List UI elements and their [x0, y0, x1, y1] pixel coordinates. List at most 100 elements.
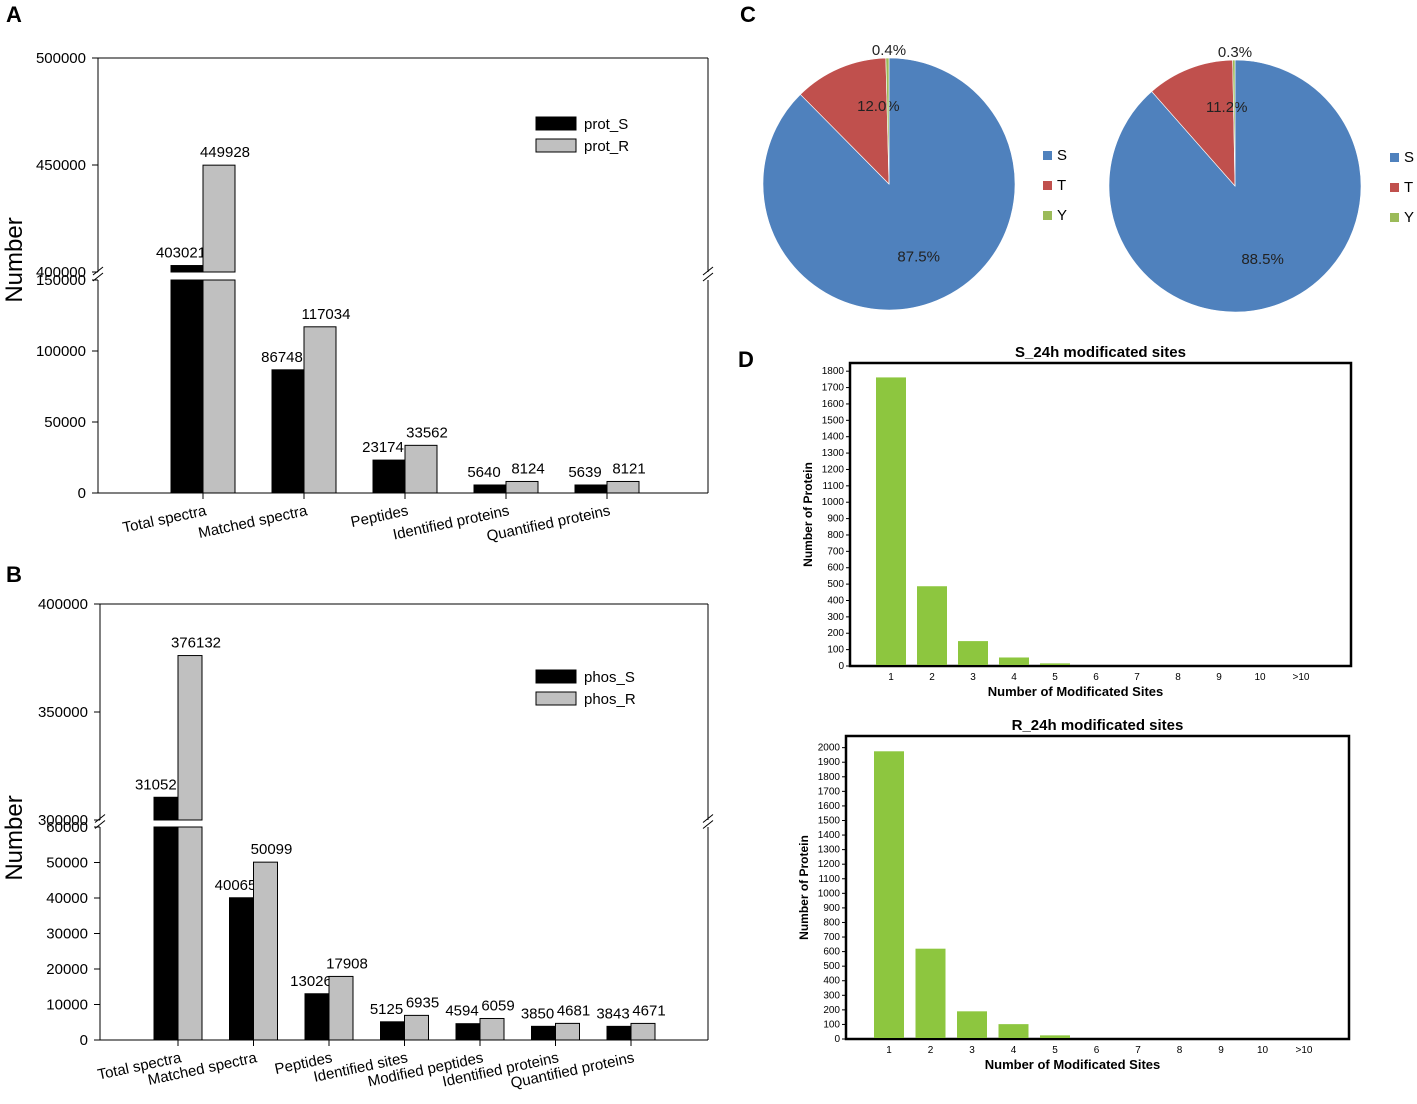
bar-phos_S — [380, 1021, 405, 1041]
y-tick-label: 600 — [827, 563, 844, 574]
x-axis-label: Number of Modificated Sites — [985, 1057, 1161, 1072]
hist-bar — [876, 377, 906, 665]
hist-bar — [917, 586, 947, 665]
bar-phos_R — [253, 861, 278, 1041]
x-tick-label: >10 — [1296, 1045, 1313, 1056]
axis-break-mark — [702, 820, 714, 829]
data-label: 4681 — [557, 1002, 590, 1019]
bar-phos_R — [479, 1017, 505, 1041]
legend-label: phos_R — [584, 691, 636, 708]
y-tick-label: 900 — [827, 514, 844, 525]
bar-prot_R — [606, 480, 640, 494]
hist-bar — [874, 751, 904, 1038]
y-tick-label: 450000 — [36, 157, 86, 174]
y-tick-label: 20000 — [46, 961, 88, 978]
y-tick-label: 2000 — [818, 743, 841, 754]
legend-label: S — [1057, 147, 1067, 164]
y-tick-label: 1200 — [818, 859, 841, 870]
x-tick-label: >10 — [1293, 672, 1310, 683]
data-label: 40065 — [215, 877, 257, 894]
bar-phos_R — [630, 1022, 656, 1041]
legend-label: T — [1057, 177, 1066, 194]
y-tick-label: 60000 — [46, 819, 88, 836]
axis-break-mark — [702, 272, 714, 282]
x-tick-label: Matched spectra — [197, 502, 310, 542]
legend-label: phos_S — [584, 669, 635, 686]
legend-swatch-prot_S — [535, 116, 577, 131]
y-axis-label: Number — [1, 217, 28, 302]
y-tick-label: 1300 — [822, 448, 845, 459]
x-tick-label: 8 — [1175, 672, 1181, 683]
y-tick-label: 400 — [823, 976, 840, 987]
plot-frame — [848, 361, 1353, 668]
y-tick-label: 1600 — [822, 399, 845, 410]
y-tick-label: 0 — [80, 1032, 88, 1049]
y-tick-label: 30000 — [46, 926, 88, 943]
pie-chart-c2: 88.5% 11.2% 0.3% STY — [1108, 44, 1414, 313]
y-tick-label: 500000 — [36, 50, 86, 67]
x-tick-label: 4 — [1011, 1045, 1017, 1056]
bar-phos_S — [606, 1025, 632, 1041]
legend-swatch-prot_R — [535, 138, 577, 153]
y-tick-label: 800 — [823, 917, 840, 928]
pie-chart-c1: C 87.5% 12.0% 0.4% STY — [740, 2, 1067, 311]
y-tick-label: 0 — [838, 661, 844, 672]
y-tick-label: 600 — [823, 947, 840, 958]
y-tick-label: 1500 — [818, 815, 841, 826]
bar-phos_S — [229, 897, 254, 1041]
y-tick-label: 100000 — [36, 343, 86, 360]
y-tick-label: 1000 — [818, 888, 841, 899]
y-tick-label: 150000 — [36, 272, 86, 289]
y-tick-label: 200 — [823, 1005, 840, 1016]
data-label: 449928 — [200, 144, 250, 161]
data-label: 33562 — [406, 424, 448, 441]
axis-break-mark — [92, 266, 104, 276]
chart-title: R_24h modificated sites — [1012, 717, 1184, 734]
panel-label: D — [738, 347, 754, 372]
y-tick-label: 700 — [823, 932, 840, 943]
y-tick-label: 1700 — [818, 786, 841, 797]
bar-prot_S-upper — [170, 265, 204, 273]
bar-prot_R — [404, 444, 438, 494]
x-tick-label: 10 — [1257, 1045, 1269, 1056]
hist-bar — [999, 657, 1029, 665]
panel-label: A — [6, 2, 22, 27]
data-label: 23174 — [362, 439, 404, 456]
legend-swatch-phos_S — [535, 669, 577, 684]
data-label: 6059 — [481, 997, 514, 1014]
y-tick-label: 1500 — [822, 415, 845, 426]
data-label: 13026 — [290, 973, 332, 990]
bar-prot_R-lower — [202, 279, 236, 494]
pie-slice-Y — [1232, 59, 1236, 187]
bar-prot_S — [574, 484, 608, 494]
bar-prot_R-upper — [202, 164, 236, 273]
data-label: 8124 — [511, 460, 544, 477]
legend-swatch-S — [1043, 151, 1052, 160]
data-label: 86748 — [261, 349, 303, 366]
y-tick-label: 0 — [834, 1034, 840, 1045]
legend-swatch-Y — [1043, 211, 1052, 220]
y-tick-label: 0 — [78, 485, 86, 502]
x-tick-label: 1 — [888, 672, 894, 683]
y-tick-label: 1600 — [818, 801, 841, 812]
data-label: 6935 — [406, 994, 439, 1011]
bar-phos_R-upper — [177, 655, 203, 821]
chart-title: S_24h modificated sites — [1015, 344, 1186, 361]
data-label: 3843 — [596, 1005, 629, 1022]
y-tick-label: 1100 — [818, 874, 840, 885]
panel-label: C — [740, 2, 756, 27]
legend-swatch-Y — [1390, 213, 1399, 222]
bar-phos_S — [304, 993, 330, 1041]
bar-prot_S — [473, 484, 507, 494]
bar-prot_R — [303, 326, 337, 494]
data-label: 4671 — [632, 1002, 665, 1019]
pie-slice-label: 87.5% — [897, 248, 940, 265]
x-tick-label: 6 — [1094, 1045, 1100, 1056]
y-tick-label: 300000 — [38, 812, 88, 829]
y-tick-label: 1200 — [822, 464, 845, 475]
y-tick-label: 200 — [827, 628, 844, 639]
y-tick-label: 900 — [823, 903, 840, 914]
bar-prot_S-lower — [170, 279, 204, 494]
